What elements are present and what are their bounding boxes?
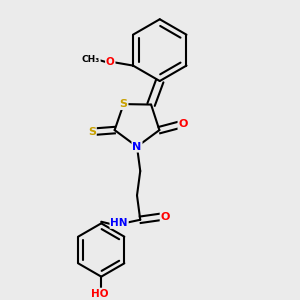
Text: O: O xyxy=(106,57,115,67)
Text: S: S xyxy=(88,127,96,137)
Text: HO: HO xyxy=(91,289,108,298)
Text: O: O xyxy=(178,119,188,129)
Text: HN: HN xyxy=(110,218,128,228)
Text: CH₃: CH₃ xyxy=(82,55,100,64)
Text: O: O xyxy=(160,212,170,221)
Text: S: S xyxy=(120,99,128,109)
Text: N: N xyxy=(132,142,142,152)
